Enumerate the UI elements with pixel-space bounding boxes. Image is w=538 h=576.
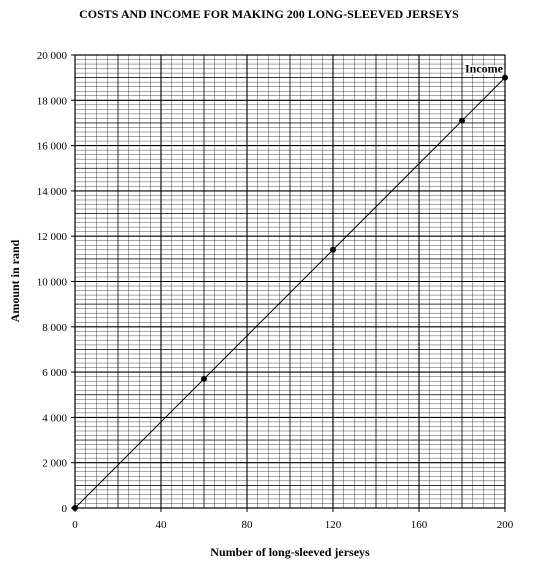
income-data-point xyxy=(72,505,78,511)
income-data-point xyxy=(330,246,336,253)
chart-title: COSTS AND INCOME FOR MAKING 200 LONG-SLE… xyxy=(79,7,459,21)
x-tick-label: 0 xyxy=(72,519,78,531)
y-tick-label: 12 000 xyxy=(37,231,68,243)
y-tick-label: 14 000 xyxy=(37,186,68,198)
series-layer: Income xyxy=(72,60,508,511)
y-axis-ticks: 0 2 000 4 000 6 000 8 000 10 000 12 000 14 000 1… xyxy=(37,50,75,515)
y-tick-label: 20 000 xyxy=(37,50,68,62)
x-tick-label: 200 xyxy=(497,519,514,531)
y-tick-label: 2 000 xyxy=(42,458,67,470)
x-axis-ticks: 0 40 80 120 160 200 xyxy=(72,508,514,531)
y-tick-label: 6 000 xyxy=(42,367,67,379)
y-tick-label: 18 000 xyxy=(37,95,68,107)
x-axis-label: Number of long-sleeved jerseys xyxy=(210,545,370,559)
income-data-point xyxy=(459,117,465,124)
x-tick-label: 160 xyxy=(411,519,428,531)
y-tick-label: 8 000 xyxy=(42,322,67,334)
x-tick-label: 120 xyxy=(325,519,342,531)
major-grid xyxy=(75,55,505,508)
y-tick-label: 4 000 xyxy=(42,412,67,424)
x-tick-label: 40 xyxy=(156,519,168,531)
y-tick-label: 16 000 xyxy=(37,141,68,153)
y-tick-label: 0 xyxy=(62,503,68,515)
y-tick-label: 10 000 xyxy=(37,277,68,289)
income-series-label: Income xyxy=(465,62,504,76)
income-data-point xyxy=(502,74,508,81)
y-axis-label: Amount in rand xyxy=(8,239,22,322)
income-data-point xyxy=(201,375,207,382)
x-tick-label: 80 xyxy=(242,519,254,531)
